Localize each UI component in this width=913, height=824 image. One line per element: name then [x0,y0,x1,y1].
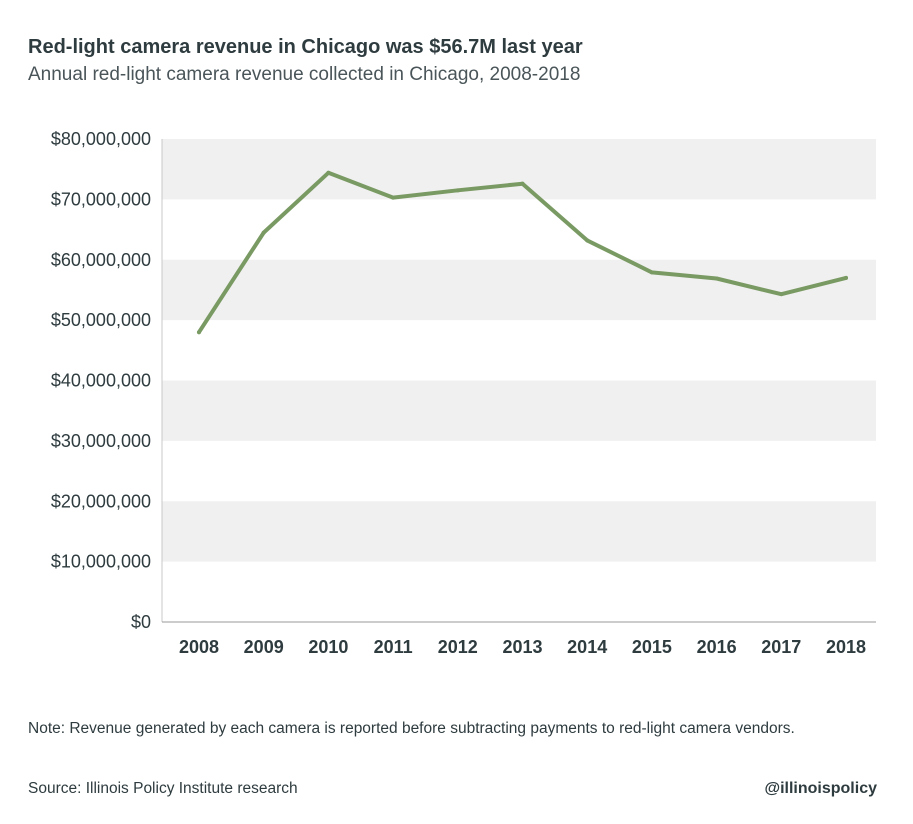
x-tick-label: 2017 [761,637,801,657]
grid-band [162,380,876,441]
y-axis: $0 $10,000,000 $20,000,000 $30,000,000 $40,0… [51,129,151,632]
grid-band [162,139,876,200]
data-point [779,292,784,297]
y-tick-label: $70,000,000 [51,189,151,209]
y-tick-label: $0 [131,612,151,632]
grid-bands [161,139,876,623]
y-tick-label: $50,000,000 [51,310,151,330]
data-point [455,188,460,193]
x-tick-label: 2010 [308,637,348,657]
chart-subtitle: Annual red-light camera revenue collecte… [28,64,581,85]
series-group [197,170,848,335]
social-handle: @illinoispolicy [764,780,877,797]
grid-band [162,501,876,562]
data-point [391,195,396,200]
data-point [197,330,201,335]
y-tick-label: $60,000,000 [51,250,151,270]
y-tick-label: $20,000,000 [51,491,151,511]
x-tick-label: 2015 [632,637,672,657]
x-tick-label: 2009 [244,637,284,657]
data-point [714,276,719,281]
y-tick-label: $10,000,000 [51,552,151,572]
y-tick-label: $40,000,000 [51,371,151,391]
data-point [844,275,848,280]
x-tick-label: 2014 [567,637,607,657]
x-tick-label: 2012 [438,637,478,657]
chart-note: Note: Revenue generated by each camera i… [28,720,795,737]
x-tick-label: 2018 [826,637,866,657]
data-point [585,238,590,243]
line-chart: $0 $10,000,000 $20,000,000 $30,000,000 $40,0… [51,129,876,657]
y-tick-label: $30,000,000 [51,431,151,451]
data-point [520,181,525,186]
chart-source: Source: Illinois Policy Institute resear… [28,780,298,797]
x-tick-label: 2016 [697,637,737,657]
data-point [326,170,331,175]
x-axis: 2008 2009 2010 2011 2012 2013 2014 2015 2016 2017… [179,637,866,657]
y-tick-label: $80,000,000 [51,129,151,149]
x-tick-label: 2013 [502,637,542,657]
x-tick-label: 2011 [374,637,413,657]
x-tick-label: 2008 [179,637,219,657]
chart-title: Red-light camera revenue in Chicago was … [28,36,583,58]
data-point [649,270,654,275]
data-point [261,230,266,235]
